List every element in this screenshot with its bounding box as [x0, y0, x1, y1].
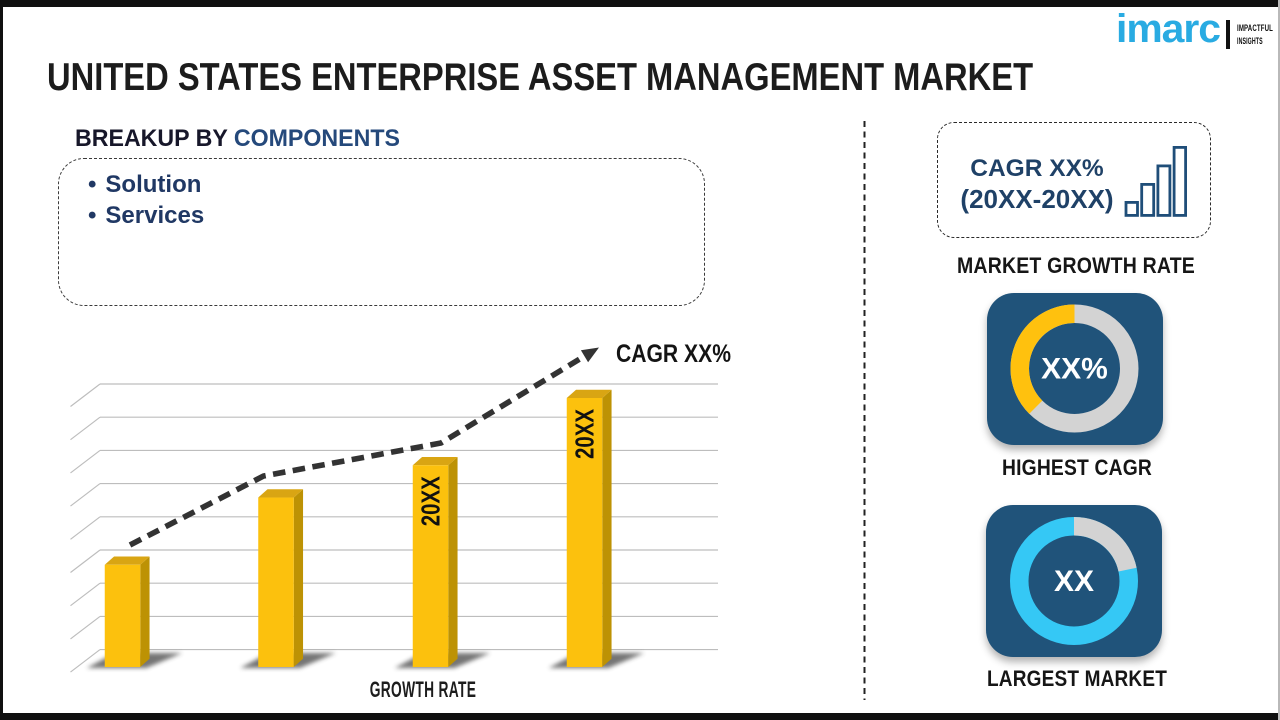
- cagr-summary-line1: CAGR XX%: [970, 155, 1104, 182]
- top-accent-bar: [0, 0, 1280, 7]
- highest-cagr-card: XX%: [987, 293, 1163, 445]
- page-title: UNITED STATES ENTERPRISE ASSET MANAGEMEN…: [47, 56, 1034, 99]
- largest-market-value: XX: [1054, 565, 1094, 598]
- cagr-summary-line2: (20XX-20XX): [960, 184, 1114, 214]
- bottom-accent-bar: [0, 713, 1280, 720]
- breakup-heading-highlight: COMPONENTS: [233, 125, 400, 152]
- bar-chart-icon: [1124, 146, 1187, 217]
- left-edge-line: [0, 0, 3, 720]
- market-growth-rate-label: MARKET GROWTH RATE: [957, 253, 1195, 278]
- cagr-summary-text: CAGR XX% (20XX-20XX): [957, 153, 1117, 215]
- components-list-item: • Services: [88, 201, 204, 232]
- components-list-item-label: Solution: [105, 171, 202, 198]
- highest-cagr-value: XX%: [1041, 353, 1108, 386]
- logo-tagline: IMPACTFUL INSIGHTS: [1237, 23, 1280, 48]
- bar-value-label: 20XX: [570, 408, 600, 459]
- chart-x-axis-label: GROWTH RATE: [369, 677, 477, 702]
- right-edge-line: [1278, 0, 1280, 720]
- breakup-heading: BREAKUP BY COMPONENTS: [75, 125, 400, 153]
- bullet-icon: •: [88, 171, 97, 198]
- logo-separator-bar: [1226, 20, 1230, 49]
- chart-trend-cagr-label: CAGR XX%: [616, 340, 731, 368]
- logo-tagline-line2: INSIGHTS: [1237, 35, 1263, 47]
- largest-market-label: LARGEST MARKET: [986, 666, 1168, 691]
- largest-market-card: XX: [986, 505, 1162, 657]
- bullet-icon: •: [88, 201, 97, 229]
- imarc-logo-wordmark: imarc: [1116, 7, 1221, 51]
- bar-value-label: 20XX: [416, 476, 446, 527]
- highest-cagr-label: HIGHEST CAGR: [1002, 455, 1152, 480]
- components-list-item: • Solution: [88, 170, 204, 201]
- components-list-box: [58, 158, 705, 306]
- breakup-heading-prefix: BREAKUP BY: [75, 125, 234, 152]
- components-list: • Solution • Services: [88, 170, 204, 231]
- logo-tagline-line1: IMPACTFUL: [1237, 23, 1273, 34]
- cagr-summary-box: CAGR XX% (20XX-20XX): [937, 122, 1211, 238]
- imarc-logo: imarc IMPACTFUL INSIGHTS: [1116, 0, 1278, 56]
- components-list-item-label: Services: [105, 201, 205, 229]
